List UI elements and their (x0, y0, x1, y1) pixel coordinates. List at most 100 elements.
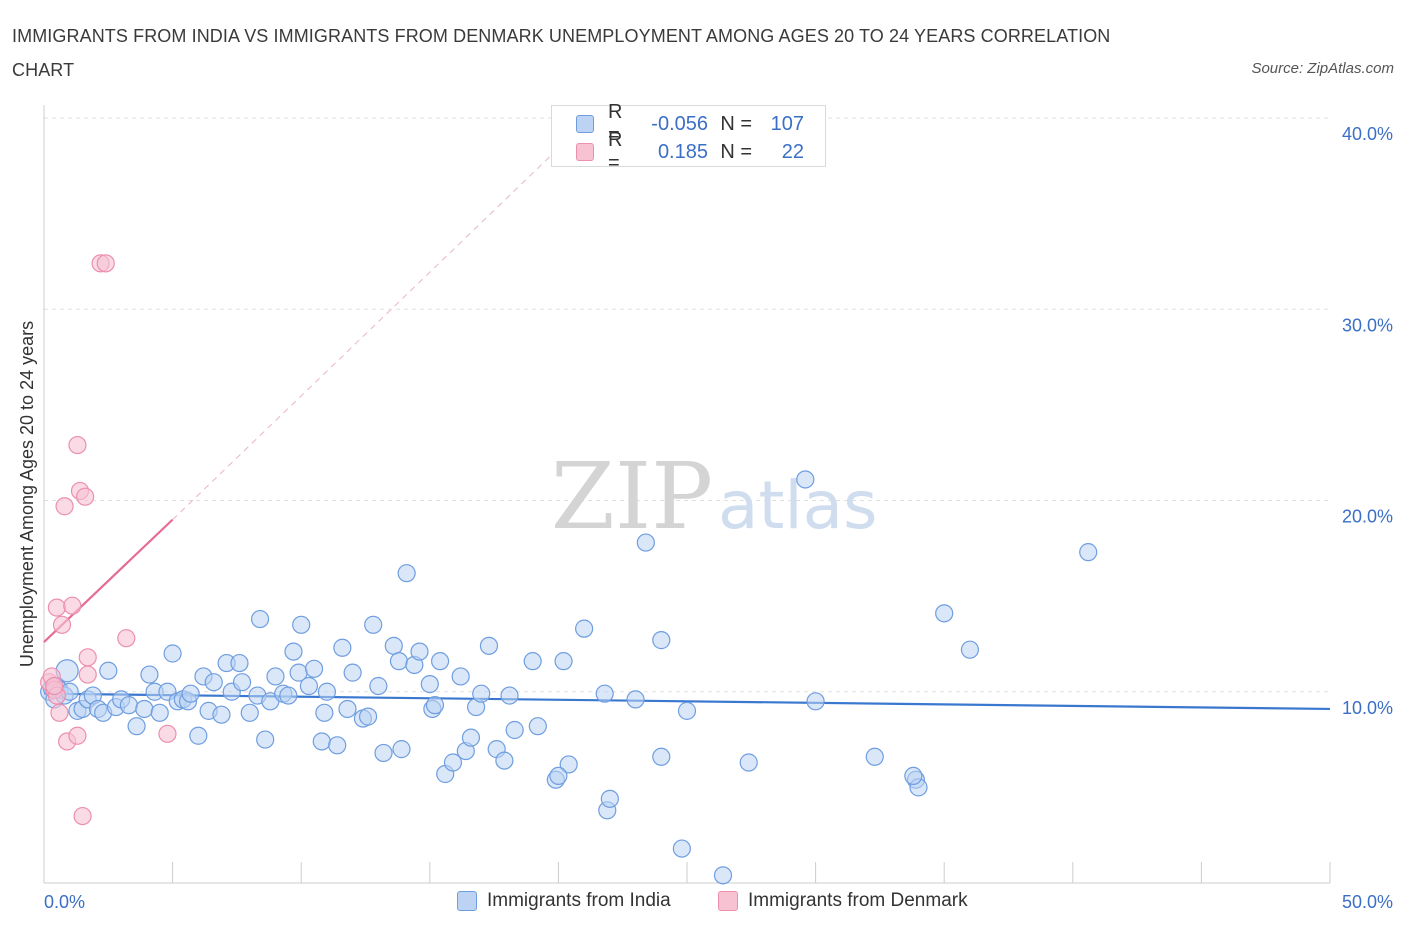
x-tick-label-min: 0.0% (44, 892, 85, 912)
india-point (554, 652, 573, 671)
india-point (410, 642, 429, 661)
india-point (865, 747, 884, 766)
india-point (364, 615, 383, 634)
denmark-point (76, 487, 95, 506)
legend-r-label: R = (608, 101, 623, 146)
x-tick-label-max: 50.0% (1342, 892, 1393, 912)
india-point (119, 696, 138, 715)
india-point (256, 730, 275, 749)
india-point (595, 684, 614, 703)
denmark-point (50, 703, 69, 722)
india-point (495, 751, 514, 770)
india-point (369, 676, 388, 696)
india-point (392, 740, 411, 759)
chart-title: IMMIGRANTS FROM INDIA VS IMMIGRANTS FROM… (12, 26, 1111, 80)
india-point (240, 703, 259, 722)
denmark-point (117, 629, 136, 648)
legend-item-denmark[interactable]: Immigrants from Denmark (718, 890, 968, 912)
india-point (338, 699, 357, 719)
india-point (284, 642, 303, 661)
india-point (652, 631, 671, 650)
india-point (163, 644, 182, 663)
denmark-point (68, 726, 87, 745)
india-point (397, 564, 416, 583)
y-tick-label: 30.0% (1342, 315, 1393, 335)
denmark-point (68, 435, 87, 455)
trend-lines (43, 123, 1331, 711)
legend-swatch-india (457, 891, 477, 911)
y-axis-title: Unemployment Among Ages 20 to 24 years (17, 321, 37, 667)
india-point (204, 673, 223, 692)
y-tick-label: 20.0% (1342, 507, 1393, 527)
india-point (127, 717, 146, 736)
india-point (575, 619, 594, 638)
india-point (451, 667, 470, 686)
legend-n-value: 22 (781, 140, 804, 163)
y-tick-label: 10.0% (1342, 698, 1393, 718)
legend-swatch-denmark (718, 891, 738, 911)
x-ticks (172, 862, 1331, 883)
india-point (140, 665, 159, 684)
legend-n-label: N = (720, 140, 752, 163)
india-point (343, 663, 362, 682)
legend-r-label: R = (608, 129, 623, 174)
denmark-point (78, 648, 97, 667)
india-point (358, 707, 378, 726)
india-point (505, 720, 524, 740)
india-point (304, 659, 324, 678)
denmark-point (158, 724, 177, 743)
denmark-point (73, 806, 92, 826)
india-point (430, 652, 450, 671)
india-point (230, 653, 249, 673)
india-point (250, 609, 270, 629)
india-point (677, 701, 697, 720)
india-point (636, 533, 655, 552)
correlation-legend: R = -0.056 N = 107 R = 0.185 N = 22 (551, 101, 826, 174)
india-point (279, 686, 298, 705)
legend-row-denmark: R = 0.185 N = 22 (576, 129, 804, 174)
legend-row-india: R = -0.056 N = 107 (576, 101, 804, 146)
india-point (135, 699, 154, 719)
legend-item-india[interactable]: Immigrants from India (457, 890, 671, 912)
india-point (150, 703, 169, 722)
legend-swatch-india (576, 115, 594, 133)
india-point (626, 690, 645, 709)
india-point (713, 866, 733, 885)
india-point (472, 684, 491, 703)
india-point (266, 667, 285, 686)
india-point (317, 682, 337, 701)
watermark: ZIP atlas (551, 443, 878, 550)
legend-label-india: Immigrants from India (487, 890, 671, 911)
india-point (328, 736, 347, 755)
india-point (904, 766, 923, 786)
india-point (500, 686, 519, 705)
india-point (935, 604, 954, 623)
india-point (189, 726, 208, 745)
india-point (315, 703, 334, 722)
denmark-points (40, 254, 177, 826)
legend-r-value: -0.056 (651, 112, 708, 135)
legend-swatch-denmark (576, 143, 594, 161)
india-point (333, 638, 352, 657)
india-point (960, 640, 980, 659)
india-point (549, 766, 568, 786)
india-point (806, 692, 825, 711)
india-point (292, 615, 311, 634)
denmark-point (47, 598, 66, 617)
india-point (420, 674, 439, 694)
y-tick-labels: 10.0% 20.0% 30.0% 40.0% (1342, 124, 1393, 718)
india-point (559, 755, 578, 774)
watermark-zip: ZIP (551, 443, 713, 550)
india-point (374, 743, 393, 763)
india-point (384, 636, 403, 655)
denmark-point (78, 665, 97, 684)
legend-n-label: N = (720, 112, 752, 135)
india-point (181, 684, 200, 703)
india-point (600, 789, 619, 808)
gridlines (44, 117, 1330, 693)
india-point (299, 676, 319, 696)
india-point (99, 661, 118, 680)
legend-label-denmark: Immigrants from Denmark (748, 890, 968, 911)
india-point (479, 636, 499, 655)
india-point (461, 728, 481, 747)
